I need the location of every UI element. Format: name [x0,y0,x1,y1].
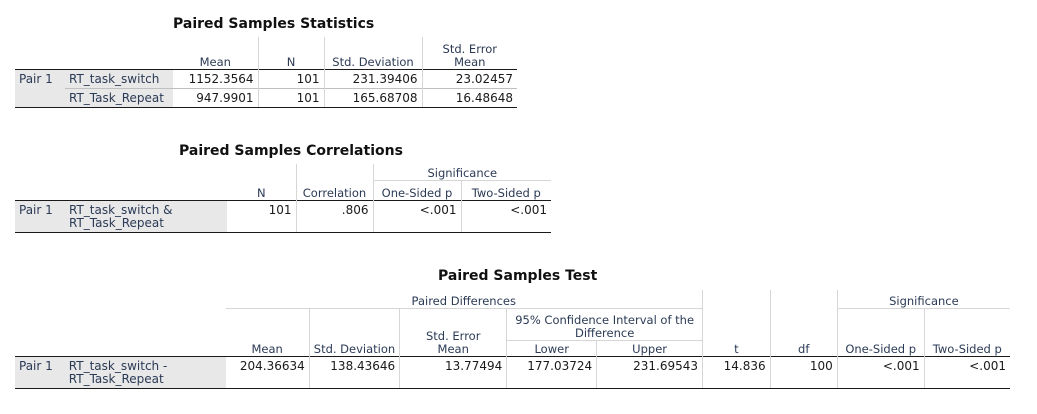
n-value: 101 [227,199,296,233]
test-header-t: t [702,308,771,356]
corr-header-n: N [256,185,266,200]
df-value: 100 [769,355,838,389]
sd-value: 231.39406 [323,68,422,88]
test-header-significance: Significance [836,290,1010,309]
table-row: RT_Task_Repeat 947.9901 101 165.68708 16… [15,87,517,108]
one-sided-p-value: <.001 [372,199,461,233]
test-header-two-sided: Two-Sided p [923,308,1010,356]
sd-value: 138.43646 [308,355,400,389]
corr-title: Paired Samples Correlations [179,143,403,159]
variable-name: RT_task_switch [65,68,173,88]
test-header-paired-differences: Paired Differences [225,290,703,309]
two-sided-p-value: <.001 [460,199,551,233]
ci-upper-value: 231.69543 [596,355,703,389]
test-title: Paired Samples Test [438,268,598,284]
variable-name: RT_task_switch - RT_Task_Repeat [64,355,226,389]
sd-value: 165.68708 [323,87,422,108]
pair-label: Pair 1 [15,355,65,389]
corr-table: Significance N Correlation One-Sided p T… [15,164,551,233]
corr-header-two-sided: Two-Sided p [460,180,551,200]
corr-header-significance: Significance [372,164,551,181]
variable-name: RT_Task_Repeat [65,87,173,108]
stats-title: Paired Samples Statistics [173,16,375,32]
mean-value: 204.36634 [225,355,310,389]
pair-label: Pair 1 [15,199,65,233]
table-row: Pair 1 RT_task_switch - RT_Task_Repeat 2… [15,355,1010,389]
test-header-lower: Lower [506,340,597,356]
corr-header-one-sided: One-Sided p [372,180,461,200]
se-value: 16.48648 [421,87,517,108]
test-header-df: df [769,308,838,356]
one-sided-p-value: <.001 [836,355,925,389]
stats-header-mean: Mean [199,54,231,69]
t-value: 14.836 [702,355,771,389]
n-value: 101 [257,87,324,108]
mean-value: 947.9901 [173,87,258,108]
test-header-upper: Upper [596,340,703,356]
table-row: Pair 1 RT_task_switch 1152.3564 101 231.… [15,68,517,88]
se-value: 13.77494 [399,355,507,389]
correlation-value: .806 [295,199,373,233]
corr-header-correlation: Correlation [295,180,373,200]
test-table: Paired Differences Significance Mean Std… [15,290,1010,389]
stats-header-se: Std. Error Mean [421,37,517,69]
test-header-se: Std. Error Mean [399,308,507,356]
n-value: 101 [257,68,324,88]
pair-label: Pair 1 [15,68,65,88]
test-header-sd: Std. Deviation [308,308,400,356]
stats-header-n: N [257,37,324,69]
ci-lower-value: 177.03724 [506,355,597,389]
se-value: 23.02457 [421,68,517,88]
variable-name: RT_task_switch & RT_Task_Repeat [65,199,227,233]
stats-header-sd: Std. Deviation [323,37,422,69]
mean-value: 1152.3564 [173,68,258,88]
test-header-mean: Mean [251,341,283,356]
table-row: Pair 1 RT_task_switch & RT_Task_Repeat 1… [15,199,551,233]
test-header-one-sided: One-Sided p [836,308,925,356]
test-header-ci: 95% Confidence Interval of the Differenc… [506,308,703,341]
two-sided-p-value: <.001 [923,355,1010,389]
stats-table: Mean N Std. Deviation Std. Error Mean Pa… [15,37,517,108]
